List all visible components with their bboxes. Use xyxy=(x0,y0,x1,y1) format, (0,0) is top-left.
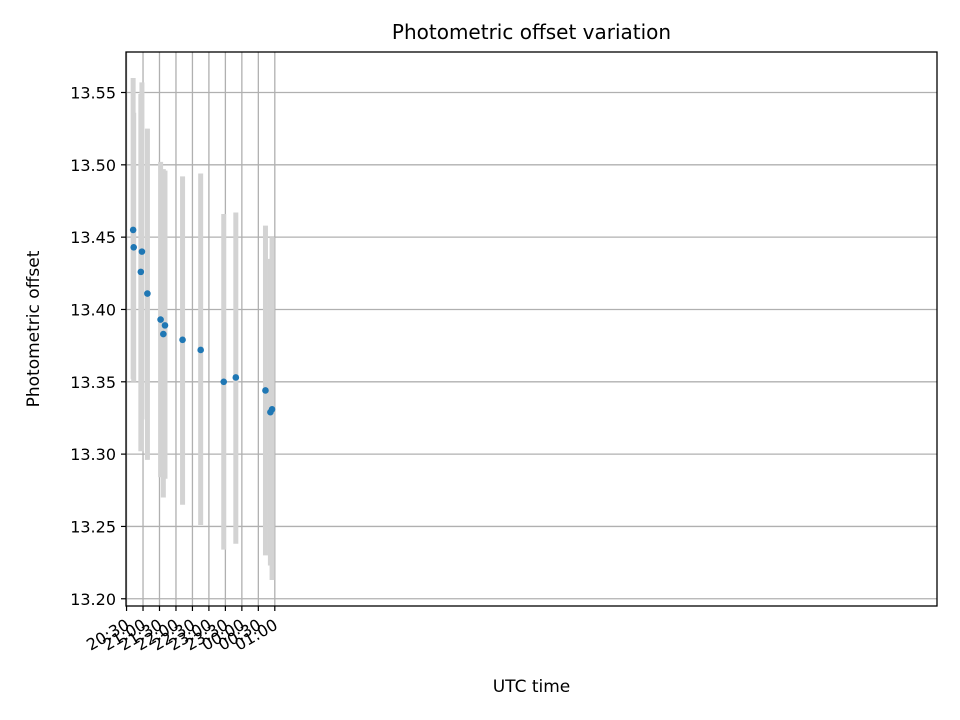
y-tick-label: 13.35 xyxy=(70,373,116,392)
data-point xyxy=(197,346,204,354)
data-point xyxy=(144,290,151,297)
data-point xyxy=(137,268,145,276)
y-tick-labels: 13.20 13.25 13.30 13.35 13.40 13.45 13.50 13.55 xyxy=(70,84,116,609)
data-point xyxy=(232,374,240,381)
y-tick-label: 13.50 xyxy=(70,156,116,175)
y-tick-label: 13.25 xyxy=(70,517,116,536)
axis-ticks xyxy=(121,91,276,611)
y-tick-label: 13.55 xyxy=(70,84,116,103)
data-points xyxy=(129,226,276,416)
data-point xyxy=(138,248,146,255)
x-axis-label: UTC time xyxy=(493,677,571,697)
y-tick-label: 13.30 xyxy=(70,445,116,464)
data-point xyxy=(262,387,269,394)
y-tick-label: 13.40 xyxy=(70,300,116,319)
error-bars xyxy=(130,78,275,580)
chart-title: Photometric offset variation xyxy=(392,20,671,44)
y-tick-label: 13.20 xyxy=(70,590,116,609)
x-tick-labels: 20:3021:0021:3022:0022:3023:0023:3000:00… xyxy=(83,615,281,655)
data-point xyxy=(268,405,276,413)
data-point xyxy=(129,226,137,234)
plot-frame xyxy=(125,51,938,607)
data-point xyxy=(161,322,169,329)
data-point xyxy=(220,378,228,386)
grid-lines xyxy=(125,52,937,606)
data-point xyxy=(130,243,137,251)
data-point xyxy=(157,316,164,323)
y-tick-label: 13.45 xyxy=(70,228,116,247)
data-point xyxy=(160,330,167,338)
data-point xyxy=(179,336,186,344)
y-axis-label: Photometric offset xyxy=(24,250,44,407)
